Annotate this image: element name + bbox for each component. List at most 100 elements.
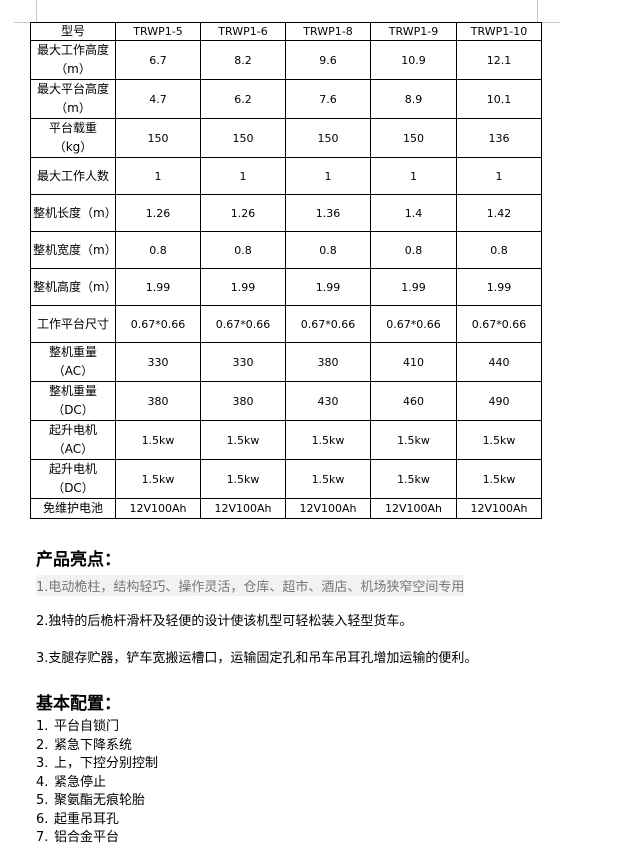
table-cell: 1.5kw [200, 459, 286, 499]
highlight-item: 1.电动桅柱，结构轻巧、操作灵活，仓库、超市、酒店、机场狭窄空间专用 [36, 575, 465, 596]
table-cell: 1.5kw [370, 420, 457, 460]
list-text: 起重吊耳孔 [54, 811, 120, 827]
config-list-item: 2. 紧急下降系统 [36, 737, 132, 755]
list-number: 1. [36, 719, 49, 734]
table-cell: 0.67*0.66 [456, 305, 542, 343]
config-list-item: 6. 起重吊耳孔 [36, 811, 119, 829]
table-cell: 1 [115, 157, 201, 195]
table-row: 平台载重（kg） 150 150 150 150 136 [30, 118, 542, 158]
table-cell: 330 [115, 342, 201, 382]
table-cell: 4.7 [115, 79, 201, 119]
table-row: 免维护电池 12V100Ah 12V100Ah 12V100Ah 12V100Ah 12V… [30, 498, 542, 519]
row-label: 整机宽度（m） [30, 231, 117, 269]
config-list-item: 5. 聚氨酯无痕轮胎 [36, 792, 145, 810]
table-row: 整机长度（m） 1.26 1.26 1.36 1.4 1.42 [30, 194, 542, 232]
table-cell: 8.2 [200, 40, 286, 80]
row-label: 起升电机（DC） [30, 459, 116, 499]
table-cell: 1 [285, 157, 371, 195]
table-cell: 330 [200, 342, 286, 382]
highlight-item: 3.支腿存贮器，铲车宽搬运槽口，运输固定孔和吊车吊耳孔增加运输的便利。 [36, 651, 478, 666]
row-label: 平台载重（kg） [30, 118, 116, 158]
column-header: TRWP1-9 [370, 22, 457, 41]
table-cell: 0.8 [115, 231, 201, 269]
list-text: 平台自锁门 [54, 719, 120, 734]
config-list-item: 3. 上，下控分别控制 [36, 755, 158, 773]
row-label: 免维护电池 [30, 498, 116, 519]
table-cell: 136 [456, 118, 542, 158]
table-cell: 1.5kw [456, 420, 542, 460]
page-corner-mark [537, 0, 538, 22]
table-cell: 12V100Ah [200, 498, 286, 519]
table-cell: 1.5kw [456, 459, 542, 499]
table-cell: 0.8 [200, 231, 286, 269]
table-row: 整机宽度（m） 0.8 0.8 0.8 0.8 0.8 [30, 231, 542, 269]
table-cell: 1.5kw [285, 459, 371, 499]
table-cell: 9.6 [285, 40, 371, 80]
table-cell: 1.26 [200, 194, 286, 232]
table-cell: 10.1 [456, 79, 542, 119]
table-cell: 1.26 [115, 194, 201, 232]
column-header: TRWP1-5 [115, 22, 201, 41]
table-cell: 7.6 [285, 79, 371, 119]
table-cell: 1.99 [370, 268, 457, 306]
row-label: 起升电机（AC） [30, 420, 116, 460]
table-cell: 12V100Ah [456, 498, 542, 519]
table-cell: 10.9 [370, 40, 457, 80]
table-cell: 0.67*0.66 [370, 305, 457, 343]
table-cell: 12V100Ah [285, 498, 371, 519]
table-cell: 1.5kw [285, 420, 371, 460]
table-row: 最大工作人数 1 1 1 1 1 [30, 157, 542, 195]
table-cell: 150 [200, 118, 286, 158]
column-header: 型号 [30, 22, 116, 41]
table-row: 最大工作高度（m） 6.7 8.2 9.6 10.9 12.1 [30, 40, 542, 80]
column-header: TRWP1-10 [456, 22, 542, 41]
table-cell: 1.99 [456, 268, 542, 306]
table-cell: 380 [115, 381, 201, 421]
row-label: 整机重量（DC） [30, 381, 116, 421]
table-cell: 1 [200, 157, 286, 195]
table-cell: 8.9 [370, 79, 457, 119]
table-cell: 1 [370, 157, 457, 195]
table-cell: 380 [200, 381, 286, 421]
table-cell: 1.36 [285, 194, 371, 232]
table-cell: 0.8 [370, 231, 457, 269]
row-label: 最大工作人数 [30, 157, 116, 195]
table-cell: 1.99 [200, 268, 286, 306]
table-cell: 1.5kw [115, 420, 201, 460]
table-row: 工作平台尺寸 0.67*0.66 0.67*0.66 0.67*0.66 0.67*0.… [30, 305, 542, 343]
table-cell: 12V100Ah [370, 498, 457, 519]
row-label: 整机重量（AC） [30, 342, 116, 382]
page-corner-mark [538, 22, 560, 23]
table-cell: 460 [370, 381, 457, 421]
table-row: 起升电机（AC） 1.5kw 1.5kw 1.5kw 1.5kw 1.5kw [30, 420, 542, 460]
table-row: 起升电机（DC） 1.5kw 1.5kw 1.5kw 1.5kw 1.5kw [30, 459, 542, 499]
list-number: 3. [36, 756, 49, 771]
table-cell: 1.5kw [370, 459, 457, 499]
table-cell: 12V100Ah [115, 498, 201, 519]
list-number: 2. [36, 737, 49, 753]
table-cell: 12.1 [456, 40, 542, 80]
row-label: 最大工作高度（m） [30, 40, 116, 80]
table-cell: 1.4 [370, 194, 457, 232]
list-text: 上，下控分别控制 [54, 756, 159, 771]
list-text: 紧急停止 [54, 774, 107, 790]
table-cell: 0.67*0.66 [200, 305, 286, 343]
table-cell: 410 [370, 342, 457, 382]
table-cell: 0.67*0.66 [115, 305, 201, 343]
page-corner-mark [36, 0, 37, 22]
column-header: TRWP1-6 [200, 22, 286, 41]
table-cell: 0.8 [285, 231, 371, 269]
column-header: TRWP1-8 [285, 22, 371, 41]
config-list-item: 7. 铝合金平台 [36, 829, 119, 847]
highlight-item: 2.独特的后桅杆滑杆及轻便的设计使该机型可轻松装入轻型货车。 [36, 614, 413, 629]
table-cell: 1.5kw [115, 459, 201, 499]
table-cell: 490 [456, 381, 542, 421]
spec-table: 型号 TRWP1-5 TRWP1-6 TRWP1-8 TRWP1-9 TRWP1-10 最大… [30, 22, 542, 519]
config-list-item: 1. 平台自锁门 [36, 718, 119, 736]
page-corner-mark [14, 22, 36, 23]
row-label: 最大平台高度（m） [30, 79, 116, 119]
table-cell: 150 [115, 118, 201, 158]
list-text: 铝合金平台 [54, 830, 120, 845]
list-number: 7. [36, 830, 49, 845]
table-cell: 150 [285, 118, 371, 158]
